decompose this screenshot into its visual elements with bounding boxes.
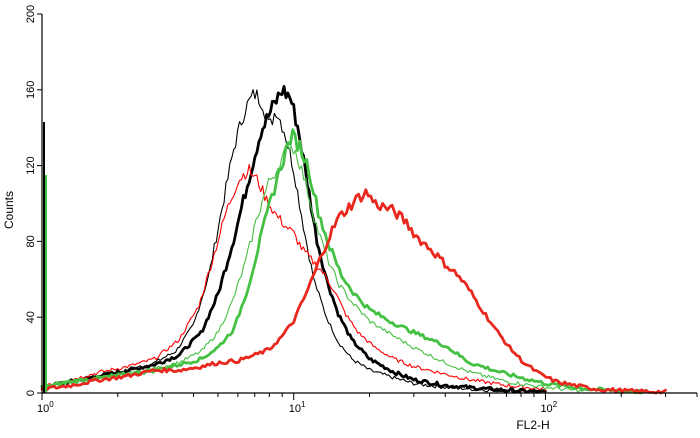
series-5-line bbox=[40, 188, 667, 395]
series-1-line bbox=[40, 85, 547, 394]
y-tick-label: 120 bbox=[25, 156, 37, 174]
series-4-line bbox=[40, 128, 647, 395]
x-tick-label: 102 bbox=[540, 400, 557, 415]
y-axis-label: Counts bbox=[2, 191, 16, 229]
series-3-line bbox=[41, 142, 583, 394]
x-axis-label: FL2-H bbox=[516, 418, 549, 432]
y-tick-label: 80 bbox=[25, 235, 37, 247]
x-ticks: 100 101 102 bbox=[37, 393, 698, 415]
y-tick-label: 40 bbox=[25, 311, 37, 323]
x-tick-label: 101 bbox=[289, 400, 306, 415]
series-layer bbox=[40, 85, 667, 395]
x-tick-label: 100 bbox=[37, 400, 54, 415]
series-0-line bbox=[41, 89, 546, 394]
y-ticks: 0 40 80 120 160 200 bbox=[25, 5, 42, 396]
y-tick-label: 200 bbox=[25, 5, 37, 23]
y-tick-label: 0 bbox=[25, 390, 37, 396]
series-2-line bbox=[41, 163, 546, 392]
y-tick-label: 160 bbox=[25, 81, 37, 99]
